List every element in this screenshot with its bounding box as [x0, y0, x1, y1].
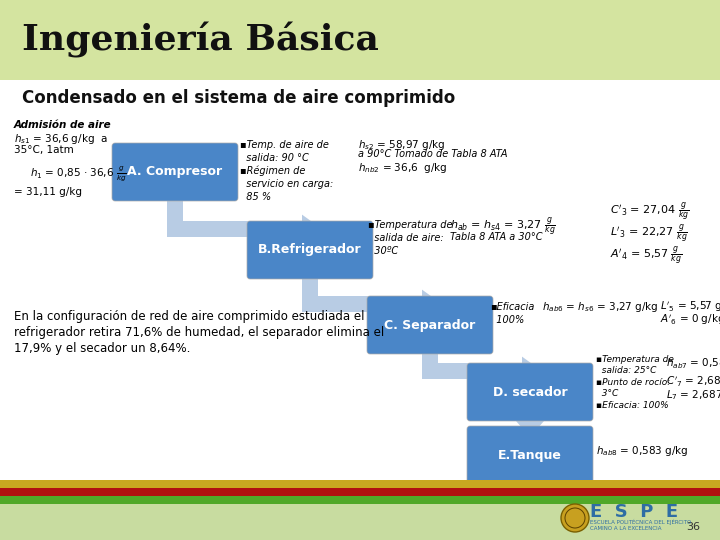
Bar	[167, 198, 183, 229]
Text: 17,9% y el secador un 8,64%.: 17,9% y el secador un 8,64%.	[14, 342, 190, 355]
Text: 35°C, 1atm: 35°C, 1atm	[14, 145, 73, 155]
Text: E.Tanque: E.Tanque	[498, 449, 562, 462]
Polygon shape	[522, 356, 542, 386]
Text: ESCUELA POLITÉCNICA DEL EJÉRCITO: ESCUELA POLITÉCNICA DEL EJÉRCITO	[590, 519, 691, 525]
Bar	[0, 480, 720, 540]
Text: Tabla 8 ATA a 30°C: Tabla 8 ATA a 30°C	[450, 232, 542, 242]
Text: ▪Temperatura de
  salida de aire:
  30ºC: ▪Temperatura de salida de aire: 30ºC	[368, 220, 452, 255]
Polygon shape	[516, 418, 544, 437]
Text: Ingeniería Básica: Ingeniería Básica	[22, 22, 379, 58]
Text: $h_{ab8}$ = 0,583 g/kg: $h_{ab8}$ = 0,583 g/kg	[596, 444, 688, 458]
Text: A. Compresor: A. Compresor	[127, 165, 222, 179]
Text: ▪Temperatura de
  salida: 25°C
▪Punto de rocío:
  3°C
▪Eficacia: 100%: ▪Temperatura de salida: 25°C ▪Punto de r…	[596, 355, 674, 410]
Text: ▪Temp. de aire de
  salida: 90 °C
▪Régimen de
  servicio en carga:
  85 %: ▪Temp. de aire de salida: 90 °C ▪Régimen…	[240, 140, 333, 202]
Bar	[0, 480, 720, 488]
Text: D. secador: D. secador	[492, 386, 567, 399]
Text: B.Refrigerador: B.Refrigerador	[258, 244, 362, 256]
Text: $L'_3$ = 22,27 $\frac{g}{kg}$: $L'_3$ = 22,27 $\frac{g}{kg}$	[610, 222, 688, 245]
FancyBboxPatch shape	[112, 143, 238, 201]
Text: $L_7$ = 2,687 g/kg: $L_7$ = 2,687 g/kg	[666, 388, 720, 402]
Text: $h_1$ = 0,85 · 36,6 $\frac{g}{kg}$: $h_1$ = 0,85 · 36,6 $\frac{g}{kg}$	[30, 165, 127, 184]
Text: 36: 36	[686, 522, 700, 532]
Polygon shape	[422, 289, 442, 319]
Text: En la configuración de red de aire comprimido estudiada el: En la configuración de red de aire compr…	[14, 310, 364, 323]
Text: $A'_6$ = 0 g/kg: $A'_6$ = 0 g/kg	[660, 313, 720, 327]
Text: = 31,11 g/kg: = 31,11 g/kg	[14, 187, 82, 197]
Text: CAMINO A LA EXCELENCIA: CAMINO A LA EXCELENCIA	[590, 525, 662, 530]
Bar	[422, 363, 514, 379]
FancyBboxPatch shape	[467, 363, 593, 421]
Text: $h_{nb2}$ = 36,6  g/kg: $h_{nb2}$ = 36,6 g/kg	[358, 161, 448, 175]
Bar	[167, 221, 294, 237]
Bar	[302, 296, 414, 312]
Bar	[0, 0, 720, 80]
Bar	[302, 276, 318, 304]
Text: $A'_4$ = 5,57 $\frac{g}{kg}$: $A'_4$ = 5,57 $\frac{g}{kg}$	[610, 244, 682, 267]
Text: $h_{s2}$ = 58,97 g/kg: $h_{s2}$ = 58,97 g/kg	[358, 138, 446, 152]
Text: $h_{ab}$ = $h_{s4}$ = 3,27 $\frac{g}{kg}$: $h_{ab}$ = $h_{s4}$ = 3,27 $\frac{g}{kg}…	[450, 215, 556, 238]
Text: refrigerador retira 71,6% de humedad, el separador elimina el: refrigerador retira 71,6% de humedad, el…	[14, 326, 384, 339]
Text: ▪Eficacia
  100%: ▪Eficacia 100%	[490, 302, 534, 325]
Text: $L'_5$ = 5,57 g/kg: $L'_5$ = 5,57 g/kg	[660, 300, 720, 314]
Text: $C'_3$ = 27,04 $\frac{g}{kg}$: $C'_3$ = 27,04 $\frac{g}{kg}$	[610, 200, 690, 223]
Bar	[422, 351, 438, 371]
Text: Condensado en el sistema de aire comprimido: Condensado en el sistema de aire comprim…	[22, 89, 455, 107]
FancyBboxPatch shape	[467, 426, 593, 484]
FancyBboxPatch shape	[247, 221, 373, 279]
Polygon shape	[302, 214, 322, 244]
Text: C. Separador: C. Separador	[384, 319, 476, 332]
Text: $h_{ab6}$ = $h_{s6}$ = 3,27 g/kg: $h_{ab6}$ = $h_{s6}$ = 3,27 g/kg	[542, 300, 659, 314]
Bar	[0, 488, 720, 496]
Text: Admisión de aire: Admisión de aire	[14, 120, 112, 130]
Circle shape	[561, 504, 589, 532]
FancyBboxPatch shape	[367, 296, 493, 354]
Text: $C'_7$ = 2,687 g/kg: $C'_7$ = 2,687 g/kg	[666, 375, 720, 389]
Text: $h_{ab7}$ = 0,583 $\frac{g}{kg}$: $h_{ab7}$ = 0,583 $\frac{g}{kg}$	[666, 355, 720, 374]
Text: a 90°C Tomado de Tabla 8 ATA: a 90°C Tomado de Tabla 8 ATA	[358, 149, 508, 159]
Bar	[0, 496, 720, 504]
Text: $h_{s1}$ = 36,6 g/kg  a: $h_{s1}$ = 36,6 g/kg a	[14, 132, 108, 146]
Text: E  S  P  E: E S P E	[590, 503, 678, 521]
